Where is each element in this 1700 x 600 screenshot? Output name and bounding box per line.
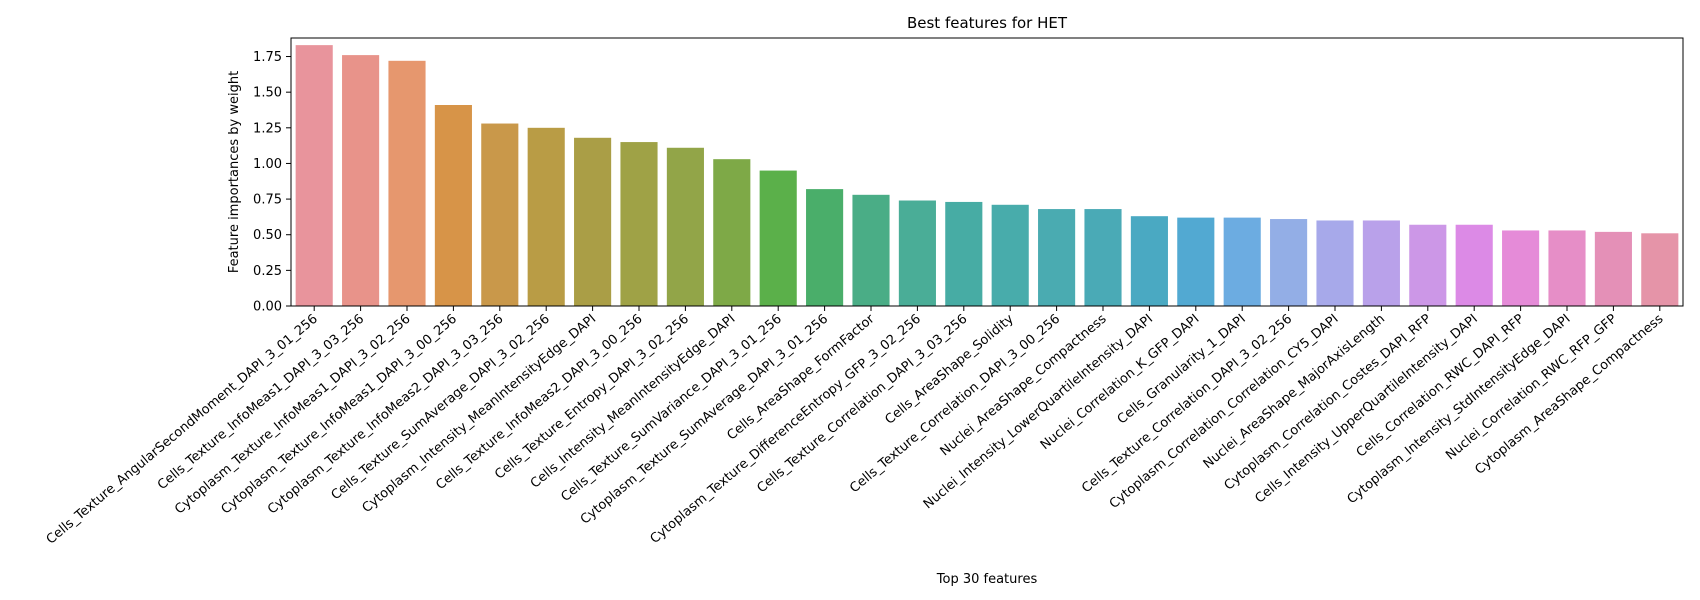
- x-tick-label: Cells_Texture_Correlation_DAPI_3_03_256: [754, 312, 970, 497]
- bar: [1130, 216, 1168, 306]
- x-tick-label: Cells_Texture_Correlation_DAPI_3_00_256: [847, 312, 1063, 497]
- y-tick-label: 0.25: [253, 264, 282, 279]
- x-tick-label: Nuclei_Correlation_RWC_RFP_GFP: [1443, 311, 1620, 463]
- bar: [527, 127, 565, 307]
- plot-frame: [290, 37, 1684, 307]
- bar: [1177, 217, 1215, 306]
- bar: [1362, 220, 1400, 306]
- bar: [806, 189, 844, 306]
- x-axis-label: Top 30 features: [936, 572, 1038, 587]
- bar: [898, 200, 936, 306]
- bar: [1455, 224, 1493, 306]
- y-tick-label: 1.75: [253, 50, 282, 65]
- y-axis: 0.00 0.25 0.50 0.75 1.00 1.25 1.50 1.75: [253, 50, 291, 315]
- y-axis-label: Feature importances by weight: [227, 71, 242, 273]
- y-tick-label: 0.50: [253, 228, 282, 243]
- bar: [295, 45, 333, 307]
- bar: [574, 137, 612, 306]
- bar: [1316, 220, 1354, 306]
- x-tick-label: Cells_Texture_Correlation_DAPI_3_02_256: [1079, 312, 1295, 497]
- bar: [1502, 230, 1540, 306]
- bar: [342, 55, 380, 306]
- bar: [1594, 231, 1632, 306]
- x-tick-label: Cells_Correlation_RWC_DAPI_RFP: [1354, 311, 1528, 460]
- y-tick-label: 1.00: [253, 157, 282, 172]
- bar: [481, 123, 519, 306]
- bar: [991, 204, 1029, 306]
- bar: [1409, 224, 1447, 306]
- x-axis: Cells_Texture_AngularSecondMoment_DAPI_3…: [44, 306, 1667, 548]
- bar: [1548, 230, 1586, 306]
- y-tick-label: 0.00: [253, 300, 282, 315]
- y-tick-label: 1.25: [253, 121, 282, 136]
- bar: [434, 105, 472, 306]
- bars: [295, 45, 1679, 307]
- bar: [713, 159, 751, 306]
- bar: [945, 201, 983, 306]
- y-tick-label: 0.75: [253, 193, 282, 208]
- y-tick-label: 1.50: [253, 86, 282, 101]
- bar: [759, 170, 797, 306]
- bar: [1270, 219, 1308, 306]
- bar: [388, 60, 426, 307]
- x-tick-label: Nuclei_AreaShape_Compactness: [938, 311, 1110, 459]
- bar: [666, 147, 704, 306]
- bar: [852, 194, 890, 306]
- bar: [1223, 217, 1261, 306]
- bar: [1084, 209, 1122, 306]
- chart-title: Best features for HET: [907, 14, 1068, 32]
- bar: [1038, 209, 1076, 306]
- bar: [620, 142, 658, 306]
- x-tick-label: Cells_Texture_SumVariance_DAPI_3_01_256: [558, 312, 784, 505]
- bar: [1641, 233, 1679, 306]
